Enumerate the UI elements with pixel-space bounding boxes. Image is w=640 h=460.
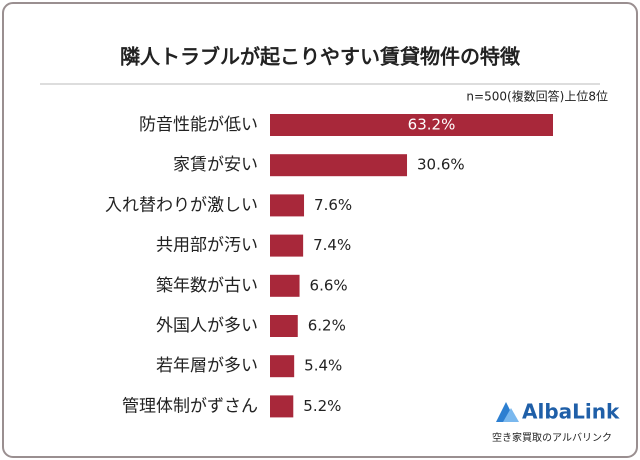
bar xyxy=(270,395,294,418)
bar xyxy=(270,274,300,297)
logo: AlbaLink 空き家買取のアルバリンク xyxy=(492,400,620,445)
value-label: 30.6% xyxy=(417,156,465,174)
value-label: 63.2% xyxy=(408,116,456,134)
chart-subtitle: n=500(複数回答)上位8位 xyxy=(466,89,608,104)
category-label: 家賃が安い xyxy=(173,155,258,175)
category-label: 管理体制がずさん xyxy=(122,396,258,416)
value-label: 7.4% xyxy=(313,236,351,254)
category-label: 若年層が多い xyxy=(156,356,258,376)
bar xyxy=(270,315,298,337)
value-label: 7.6% xyxy=(314,196,352,214)
logo-name: AlbaLink xyxy=(522,400,620,424)
category-label: 入れ替わりが激しい xyxy=(105,195,258,215)
bar xyxy=(270,114,553,136)
value-label: 5.4% xyxy=(304,357,342,375)
chart-title: 隣人トラブルが起こりやすい賃貸物件の特徴 xyxy=(120,45,521,69)
category-label: 外国人が多い xyxy=(156,316,258,336)
value-label: 6.2% xyxy=(308,317,346,335)
bar xyxy=(270,234,304,257)
bar xyxy=(270,355,295,378)
value-label: 6.6% xyxy=(310,276,348,294)
category-label: 防音性能が低い xyxy=(139,115,258,135)
logo-icon xyxy=(503,408,519,422)
category-label: 築年数が古い xyxy=(156,276,258,296)
bar xyxy=(270,154,408,177)
bar xyxy=(270,194,305,217)
category-label: 共用部が汚い xyxy=(156,236,258,256)
value-label: 5.2% xyxy=(303,397,341,415)
logo-tagline: 空き家買取のアルバリンク xyxy=(492,431,612,444)
